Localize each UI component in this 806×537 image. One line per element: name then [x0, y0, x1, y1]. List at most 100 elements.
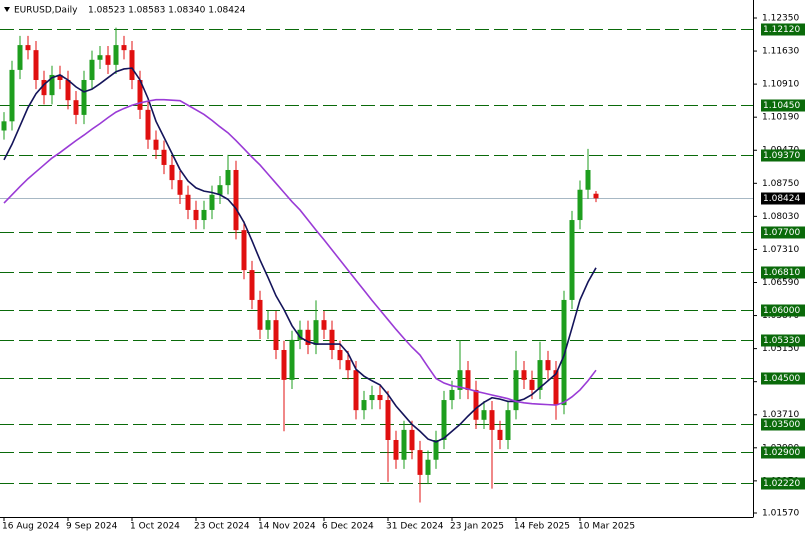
y-tick-label: 1.12350: [762, 14, 799, 24]
candle-body: [457, 370, 463, 390]
x-tick-label: 6 Dec 2024: [322, 522, 374, 532]
candle-body: [321, 320, 327, 330]
candle-body: [201, 209, 207, 221]
candle-body: [241, 230, 247, 271]
candle-body: [353, 370, 359, 411]
y-tick-label: 1.10910: [762, 80, 799, 90]
y-tick-label: 1.08750: [762, 179, 799, 189]
candle-body: [329, 329, 335, 350]
candle-body: [209, 194, 215, 210]
candle-body: [193, 209, 199, 221]
ohlc-label: 1.08523 1.08583 1.08340 1.08424: [88, 6, 246, 16]
candle-body: [425, 459, 431, 475]
candle-body: [73, 100, 79, 115]
y-tick-label: 1.01570: [762, 509, 799, 519]
x-tick-label: 14 Feb 2025: [514, 522, 570, 532]
menu-triangle[interactable]: [4, 7, 10, 12]
candle-body: [489, 410, 495, 430]
symbol-label: EURUSD,Daily: [14, 6, 78, 16]
candle-body: [185, 194, 191, 210]
x-tick-label: 9 Sep 2024: [66, 522, 118, 532]
candle-body: [337, 349, 343, 361]
level-label: 1.02900: [763, 448, 800, 458]
level-label-box: [761, 149, 805, 162]
candle-body: [305, 329, 311, 345]
plot-area: [0, 27, 753, 503]
candle-body: [409, 429, 415, 451]
last-price-label: 1.08424: [763, 194, 800, 204]
candle-body: [585, 169, 591, 190]
candle-body: [537, 360, 543, 390]
level-label: 1.12120: [763, 25, 800, 35]
y-tick-label: 1.03710: [762, 410, 799, 420]
level-label-box: [761, 266, 805, 279]
candle-body: [369, 394, 375, 401]
candle-body: [593, 193, 599, 199]
candle-body: [433, 439, 439, 460]
candle-body: [257, 299, 263, 330]
level-label: 1.07700: [763, 228, 800, 238]
candle-body: [449, 389, 455, 401]
x-tick-label: 14 Nov 2024: [258, 522, 316, 532]
candle-body: [129, 50, 135, 80]
candle-body: [9, 69, 15, 122]
y-tick-label: 1.10190: [762, 113, 799, 123]
candle-body: [145, 109, 151, 140]
candle-body: [273, 320, 279, 350]
candle-body: [33, 50, 39, 80]
candle-body: [385, 400, 391, 440]
candle-body: [177, 180, 183, 195]
level-label: 1.10450: [763, 101, 800, 111]
level-label-box: [761, 446, 805, 459]
level-label-box: [761, 304, 805, 317]
level-label-box: [761, 477, 805, 490]
candle-body: [281, 349, 287, 380]
candle-body: [289, 339, 295, 380]
candle-body: [569, 220, 575, 300]
candle-body: [97, 55, 103, 60]
level-label-box: [761, 372, 805, 385]
candle-body: [417, 450, 423, 475]
candle-body: [153, 139, 159, 150]
candle-body: [49, 74, 55, 96]
candle-body: [401, 429, 407, 460]
candle-body: [393, 439, 399, 460]
candle-body: [81, 79, 87, 115]
x-tick-label: 16 Aug 2024: [2, 522, 60, 532]
last-price-box: [761, 192, 805, 205]
x-tick-label: 31 Dec 2024: [386, 522, 444, 532]
candle-body: [225, 169, 231, 186]
candle-body: [249, 270, 255, 300]
candle-body: [1, 121, 7, 131]
candle-body: [17, 45, 23, 70]
y-tick-label: 1.11630: [762, 47, 799, 57]
candle-body: [345, 360, 351, 371]
candle-body: [481, 410, 487, 420]
level-label-box: [761, 99, 805, 112]
moving-average-line: [3, 98, 597, 406]
candle-body: [57, 74, 63, 80]
candle-body: [521, 370, 527, 380]
candle-body: [513, 370, 519, 411]
candle-body: [25, 45, 31, 51]
candle-body: [313, 320, 319, 345]
candle-body: [137, 79, 143, 110]
candle-body: [105, 55, 111, 65]
candle-body: [497, 429, 503, 440]
candle-body: [465, 370, 471, 390]
candle-body: [297, 329, 303, 340]
level-label: 1.06810: [763, 268, 800, 278]
candle-body: [529, 379, 535, 390]
level-label-box: [761, 418, 805, 431]
candle-body: [265, 320, 271, 330]
x-tick-label: 1 Oct 2024: [130, 522, 180, 532]
candle-body: [361, 400, 367, 411]
x-tick-label: 23 Jan 2025: [450, 522, 504, 532]
candle-body: [377, 394, 383, 401]
level-label-box: [761, 23, 805, 36]
level-label: 1.03500: [763, 420, 800, 430]
level-label: 1.05330: [763, 336, 800, 346]
level-label: 1.06000: [763, 306, 800, 316]
candle-body: [217, 185, 223, 195]
